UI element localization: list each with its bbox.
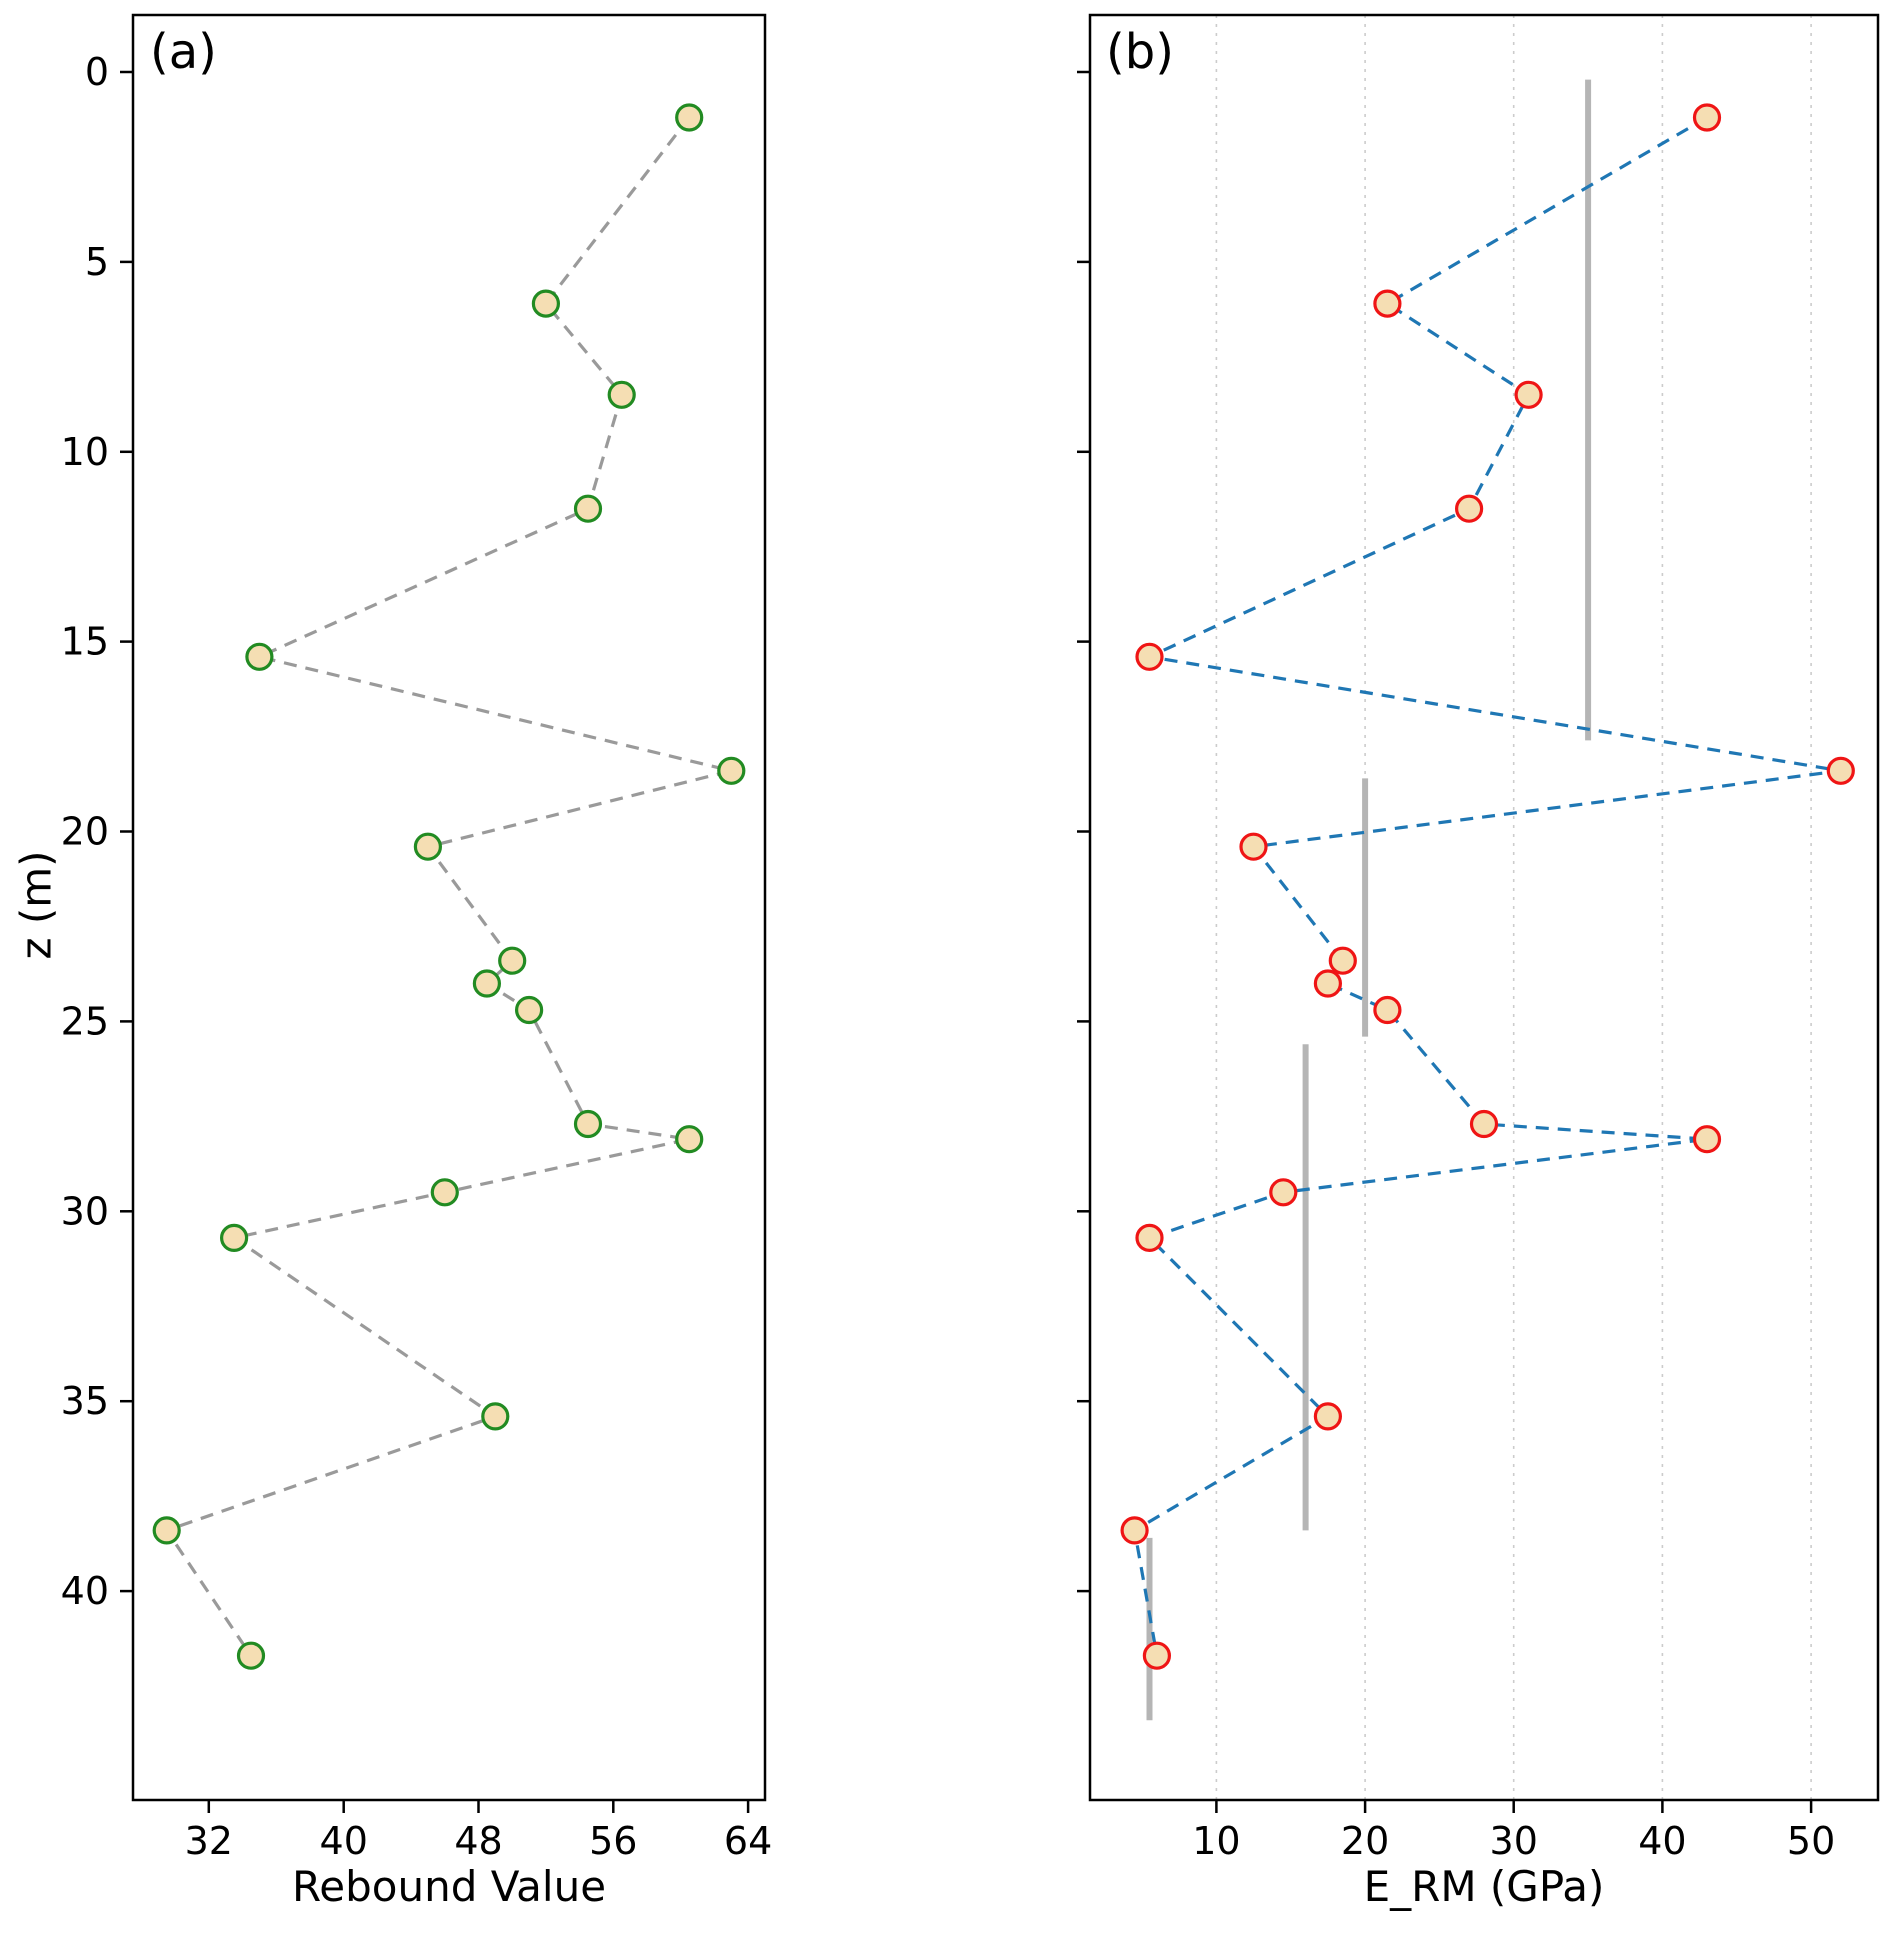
data-point-marker (1469, 1109, 1499, 1139)
x-tick-label: 32 (185, 1819, 233, 1863)
data-point-marker (573, 494, 603, 523)
data-point-marker (531, 289, 561, 318)
x-tick-label: 56 (589, 1819, 637, 1863)
data-point-marker (675, 103, 704, 132)
data-point-marker (1826, 756, 1855, 785)
panel-b-label: (b) (1106, 24, 1174, 80)
data-point-marker (1514, 380, 1543, 409)
z-tick-label: 30 (61, 1189, 109, 1233)
x-tick-label: 20 (1341, 1819, 1389, 1863)
data-point-marker (717, 756, 746, 785)
z-tick-label: 10 (61, 430, 109, 474)
z-tick-label: 15 (61, 620, 109, 664)
data-point-marker (430, 1178, 459, 1207)
data-point-marker (498, 946, 527, 975)
data-point-marker (1239, 832, 1268, 861)
data-point-marker (1692, 1125, 1722, 1154)
data-point-marker (514, 995, 544, 1025)
data-point-marker (1373, 995, 1402, 1025)
panel-a-plot: 32 40 48 56 64 0 5 10 15 20 25 30 35 40 (61, 13, 772, 1863)
data-point-marker (472, 969, 501, 998)
panel-b-x-axis-title: E_RM (GPa) (1363, 1862, 1605, 1911)
data-point-marker (245, 642, 274, 671)
plot-border (131, 13, 767, 1802)
data-point-marker (607, 380, 636, 409)
z-tick-label: 0 (85, 50, 109, 94)
data-point-marker (413, 832, 442, 861)
data-point-marker (1373, 289, 1402, 318)
x-tick-label: 10 (1192, 1819, 1240, 1863)
data-point-marker (1142, 1641, 1172, 1670)
data-point-marker (152, 1516, 181, 1545)
x-tick-label: 40 (320, 1819, 368, 1863)
data-point-marker (1454, 494, 1484, 523)
data-point-marker (1135, 642, 1164, 671)
data-point-marker (1313, 969, 1343, 998)
profile-line (164, 116, 732, 1657)
data-point-marker (1692, 103, 1722, 132)
panel-a-x-axis-title: Rebound Value (291, 1862, 607, 1911)
data-point-marker (1120, 1516, 1149, 1545)
data-point-marker (675, 1125, 704, 1154)
z-tick-label: 35 (61, 1379, 109, 1423)
x-tick-label: 64 (724, 1819, 772, 1863)
y-axis-title: z (m) (11, 850, 61, 960)
data-point-marker (1135, 1223, 1164, 1253)
data-point-marker (220, 1223, 249, 1253)
z-tick-label: 5 (85, 240, 109, 284)
data-point-marker (1269, 1178, 1298, 1207)
z-tick-label: 40 (61, 1569, 109, 1613)
data-point-marker (236, 1641, 266, 1670)
z-tick-label: 25 (61, 999, 109, 1043)
panel-b-plot: 10 20 30 40 50 (1077, 13, 1880, 1863)
data-point-marker (481, 1402, 510, 1431)
profile-line (1132, 116, 1842, 1656)
data-point-marker (1328, 946, 1357, 975)
panel-a-label: (a) (150, 24, 217, 80)
x-tick-label: 48 (454, 1819, 502, 1863)
z-tick-label: 20 (61, 810, 109, 854)
data-point-marker (1313, 1402, 1343, 1431)
plot-border (1088, 13, 1880, 1802)
x-tick-label: 30 (1490, 1819, 1538, 1863)
data-point-marker (573, 1109, 603, 1139)
x-tick-label: 50 (1787, 1819, 1835, 1863)
x-tick-label: 40 (1638, 1819, 1686, 1863)
